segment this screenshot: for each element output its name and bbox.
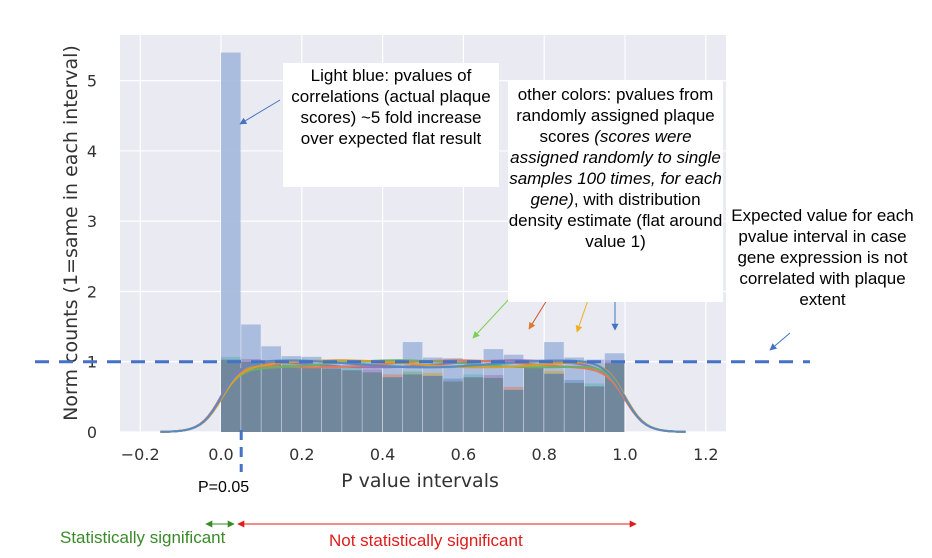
green-curve-arrow	[472, 297, 511, 339]
random-bar	[382, 377, 403, 432]
x-tick-label: 0.8	[531, 445, 556, 464]
orange-curve-arrow	[528, 299, 548, 330]
light-blue-annotation: Light blue: pvalues of correlations (act…	[283, 63, 499, 187]
random-bar	[584, 386, 605, 432]
other-colors-tail: , with distribution density estimate (fl…	[508, 190, 723, 251]
random-bar	[362, 372, 382, 432]
expected-arrow	[769, 332, 791, 351]
yellow-curve-arrow	[575, 299, 589, 333]
random-bar	[261, 363, 281, 432]
p-threshold-label: P=0.05	[198, 479, 250, 496]
random-bar-top	[584, 383, 605, 387]
y-tick-label: 4	[87, 142, 97, 161]
y-tick-label: 0	[87, 423, 97, 442]
random-bar	[322, 368, 342, 432]
actual-bar	[221, 52, 241, 432]
other-colors-italic: (scores were assigned randomly to single…	[509, 127, 722, 209]
y-tick-label: 5	[87, 72, 97, 91]
random-bar-top	[382, 374, 403, 378]
annotation-arrows	[35, 99, 810, 528]
x-tick-label: 1.2	[693, 445, 718, 464]
y-axis-label: Norm counts (1=same in each interval)	[60, 45, 82, 421]
not-significant-label: Not statistically significant	[329, 531, 523, 550]
light-blue-arrow	[239, 99, 281, 125]
random-bar-top	[503, 387, 524, 390]
x-tick-label: 0.2	[289, 445, 314, 464]
random-bar	[443, 381, 463, 432]
random-bar-top	[402, 371, 423, 375]
random-bar-top	[564, 380, 584, 383]
random-bar-top	[221, 356, 241, 360]
y-tick-label: 3	[87, 212, 97, 231]
random-bar	[342, 370, 362, 432]
x-tick-label: 0.0	[208, 445, 233, 464]
random-bar-top	[463, 374, 483, 378]
random-bar-top	[483, 375, 504, 378]
random-bar	[564, 382, 584, 432]
x-tick-label: 0.6	[451, 445, 476, 464]
y-tick-label: 2	[87, 282, 97, 301]
random-bar-top	[362, 369, 382, 373]
other-colors-annotation: other colors: pvalues from randomly assi…	[508, 80, 723, 302]
random-bar	[301, 367, 322, 432]
x-tick-label: 1.0	[612, 445, 637, 464]
x-tick-label: 0.4	[370, 445, 395, 464]
other-colors-lead: other colors: pvalues from randomly assi…	[516, 85, 715, 146]
tick-labels: −0.20.00.20.40.60.81.01.2012345	[87, 72, 719, 464]
x-tick-label: −0.2	[121, 445, 160, 464]
random-bar	[241, 361, 261, 432]
random-bar	[423, 375, 443, 432]
random-bar-top	[443, 378, 463, 382]
expected-value-annotation: Expected value for each pvalue interval …	[731, 206, 914, 309]
density-curve	[160, 359, 686, 433]
random-bar-top	[342, 367, 362, 371]
random-bar-top	[544, 370, 564, 374]
random-bar	[544, 373, 564, 432]
random-bar-top	[423, 372, 443, 376]
random-bar	[483, 377, 504, 432]
significant-label: Statistically significant	[60, 528, 226, 547]
random-bar	[281, 365, 302, 432]
random-bar	[524, 367, 544, 432]
random-bar	[463, 377, 483, 432]
random-bar	[503, 389, 524, 432]
random-bar	[402, 374, 423, 432]
x-axis-label: P value intervals	[341, 470, 499, 492]
